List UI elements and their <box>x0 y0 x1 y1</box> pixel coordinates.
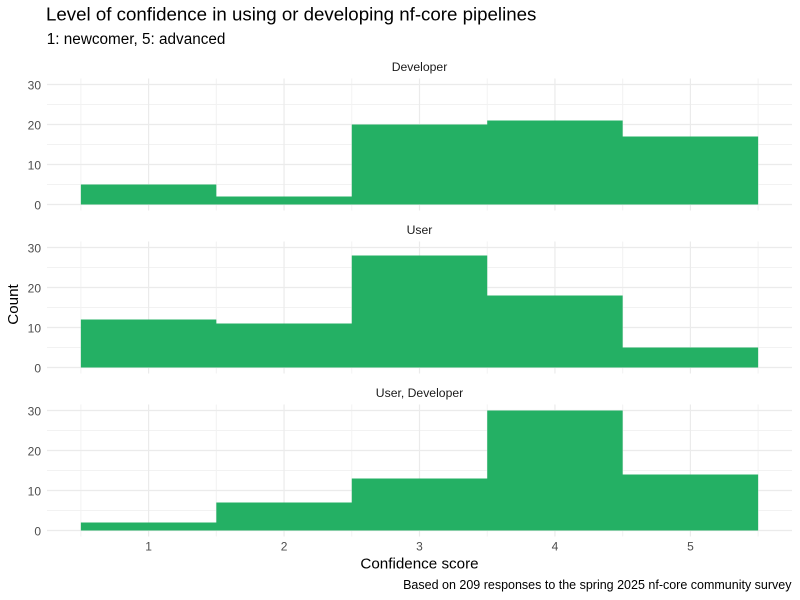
svg-text:5: 5 <box>687 540 694 554</box>
svg-text:20: 20 <box>28 282 42 296</box>
svg-text:Level of confidence in using o: Level of confidence in using or developi… <box>46 4 536 25</box>
svg-text:4: 4 <box>552 540 559 554</box>
svg-text:30: 30 <box>28 405 42 419</box>
svg-text:30: 30 <box>28 79 42 93</box>
svg-text:0: 0 <box>34 525 41 539</box>
svg-text:20: 20 <box>28 119 42 133</box>
svg-text:10: 10 <box>28 322 42 336</box>
svg-text:10: 10 <box>28 159 42 173</box>
svg-text:20: 20 <box>28 445 42 459</box>
svg-text:30: 30 <box>28 242 42 256</box>
svg-text:2: 2 <box>281 540 288 554</box>
svg-text:User, Developer: User, Developer <box>376 386 463 400</box>
svg-text:Count: Count <box>5 283 22 324</box>
svg-text:User: User <box>407 223 433 237</box>
svg-text:0: 0 <box>34 362 41 376</box>
svg-text:0: 0 <box>34 199 41 213</box>
svg-text:Developer: Developer <box>392 60 448 74</box>
svg-text:1: 1 <box>145 540 152 554</box>
svg-text:Confidence score: Confidence score <box>360 555 478 572</box>
svg-text:3: 3 <box>416 540 423 554</box>
svg-text:10: 10 <box>28 485 42 499</box>
svg-text:Based on 209 responses to the: Based on 209 responses to the spring 202… <box>403 578 792 592</box>
svg-text:1: newcomer, 5: advanced: 1: newcomer, 5: advanced <box>47 31 226 48</box>
